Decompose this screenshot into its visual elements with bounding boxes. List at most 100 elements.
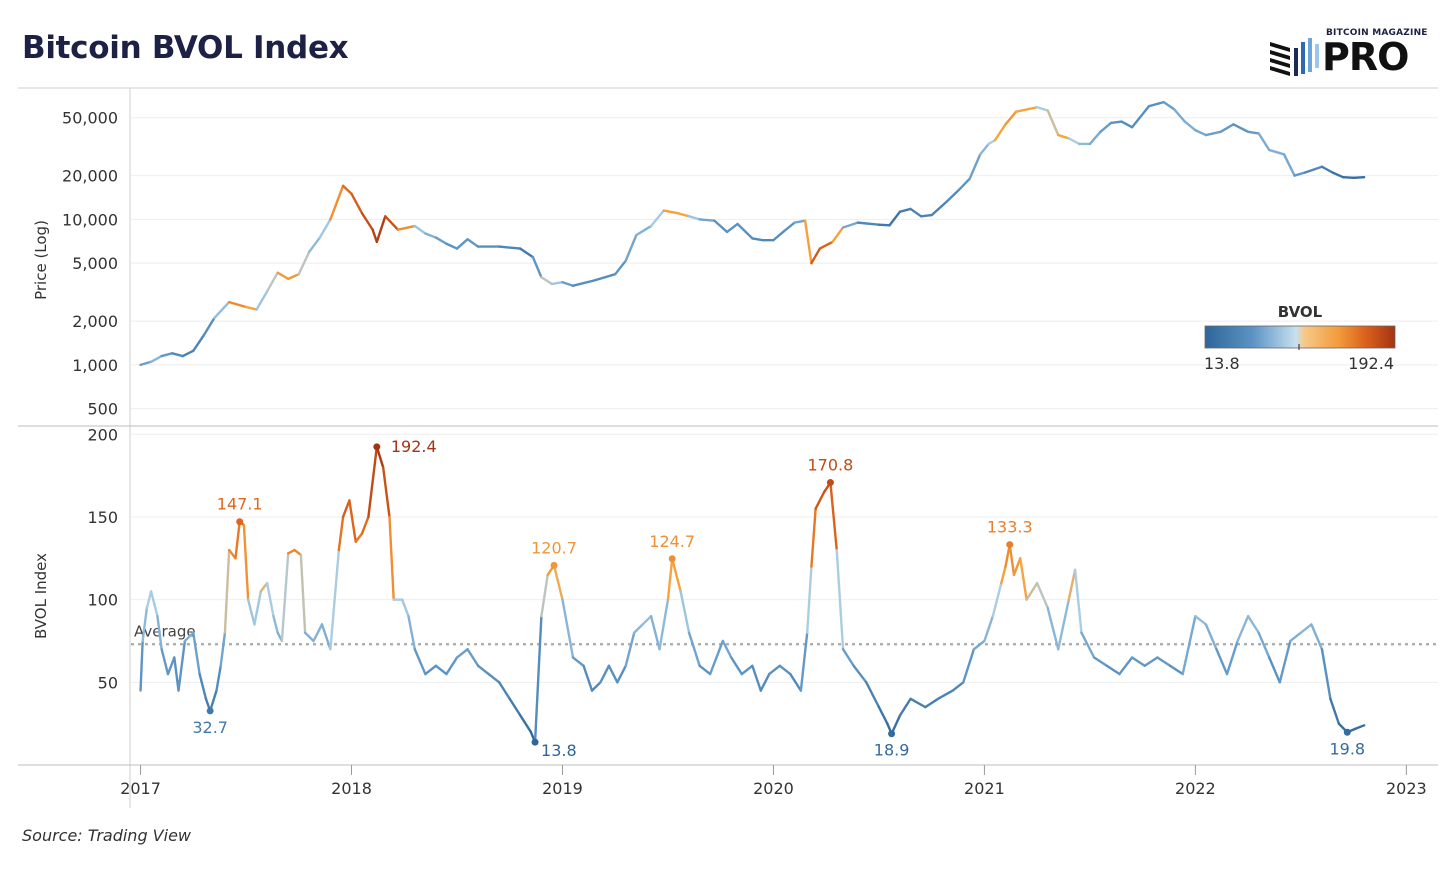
price-segment [550, 281, 564, 286]
bvol-segment [246, 598, 256, 626]
price-segment [1067, 137, 1081, 146]
price-segment [919, 213, 933, 218]
price-segment [898, 207, 912, 213]
x-tick-label: 2023 [1386, 779, 1427, 798]
price-segment [957, 177, 971, 191]
bvol-segment [320, 623, 332, 651]
price-segment [1035, 106, 1049, 112]
bvol-segment [242, 524, 250, 601]
annotation-label: 147.1 [217, 495, 263, 514]
price-segment [1130, 104, 1151, 129]
price-segment [497, 245, 522, 250]
bvol-segment [1008, 543, 1016, 577]
logo-big-text: PRO [1322, 35, 1409, 79]
bvol-segment [1025, 581, 1039, 601]
price-segment [1293, 171, 1307, 177]
price-tick-label: 50,000 [62, 109, 118, 128]
annotation-dot [550, 561, 558, 569]
bvol-segment [670, 557, 682, 593]
bvol-segment [445, 656, 459, 676]
bvol-segment [759, 672, 771, 692]
bvol-segment [466, 648, 480, 667]
bvol-segment [909, 697, 927, 709]
bvol-segment [1299, 623, 1313, 634]
price-segment [930, 200, 948, 217]
price-segment [1204, 130, 1222, 137]
price-segment [662, 209, 680, 215]
price-segment [979, 142, 990, 156]
price-segment [170, 352, 184, 358]
price-series [139, 100, 1366, 367]
bvol-segment [1246, 614, 1260, 634]
price-segment [181, 349, 195, 358]
bvol-gridlines [131, 433, 1438, 683]
price-segment [1268, 148, 1286, 156]
bvol-segment [571, 656, 585, 667]
price-axis-title: Price (Log) [32, 220, 50, 300]
bvol-segment [1194, 614, 1208, 626]
bvol-segment [1073, 568, 1083, 634]
price-segment [649, 209, 665, 228]
bvol-segment [1181, 614, 1197, 676]
price-segment [987, 139, 997, 146]
price-tick-label: 500 [87, 400, 118, 419]
price-tick-labels: 500 1,000 2,000 5,000 10,000 20,000 50,000 [62, 109, 118, 419]
price-segment [698, 218, 716, 222]
price-segment [1057, 133, 1071, 140]
bvol-segment [1130, 656, 1146, 667]
bvol-segment [1105, 664, 1121, 676]
annotation-dot [236, 518, 244, 526]
bvol-segment [599, 664, 611, 684]
bvol-segment [219, 631, 227, 667]
price-segment [445, 242, 459, 250]
bvol-segment [561, 598, 575, 659]
price-segment [1303, 165, 1324, 174]
bvol-segment [348, 499, 357, 543]
bvol-segment [865, 681, 881, 709]
bvol-segment [1204, 623, 1218, 651]
bvol-segment [1143, 656, 1159, 667]
price-segment [856, 221, 881, 226]
bvol-segment [1168, 664, 1184, 676]
price-segment [265, 271, 279, 293]
average-label: Average [134, 622, 196, 640]
price-segment [1109, 120, 1123, 125]
bvol-segment [991, 581, 1003, 618]
bvol-segment [641, 614, 653, 626]
price-segment [571, 279, 596, 287]
bvol-segment [1320, 648, 1332, 701]
bvol-segment [708, 639, 725, 676]
bvol-segment [1067, 568, 1077, 601]
bvol-tick-label: 200 [87, 425, 118, 444]
bvol-axis-title: BVOL Index [32, 553, 50, 639]
annotation-dot [531, 738, 539, 746]
price-segment [772, 229, 786, 242]
price-segment [540, 276, 554, 286]
annotation-dot [1343, 728, 1351, 736]
price-segment [227, 300, 248, 309]
price-segment [1282, 153, 1296, 177]
annotation-label: 124.7 [649, 532, 695, 551]
annotation-dot [373, 443, 381, 451]
price-segment [841, 221, 860, 229]
bvol-segment [898, 697, 912, 717]
bvol-segment [679, 590, 691, 634]
bvol-segment [227, 548, 237, 560]
bvol-segment [1156, 656, 1172, 667]
price-segment [810, 247, 822, 265]
price-segment [968, 153, 982, 181]
bvol-segment [687, 631, 701, 667]
price-segment [1320, 165, 1334, 174]
bvol-segment [1236, 614, 1250, 643]
price-segment [1120, 120, 1134, 129]
annotation-dot [206, 707, 214, 715]
annotation-label: 170.8 [808, 456, 854, 475]
bvol-segment [1000, 565, 1007, 585]
price-tick-label: 20,000 [62, 167, 118, 186]
price-segment [139, 360, 153, 367]
price-segment [1331, 171, 1345, 179]
bvol-segment [360, 515, 370, 535]
price-segment [244, 305, 258, 311]
bvol-segment [508, 697, 522, 717]
bvol-segment [413, 648, 427, 676]
